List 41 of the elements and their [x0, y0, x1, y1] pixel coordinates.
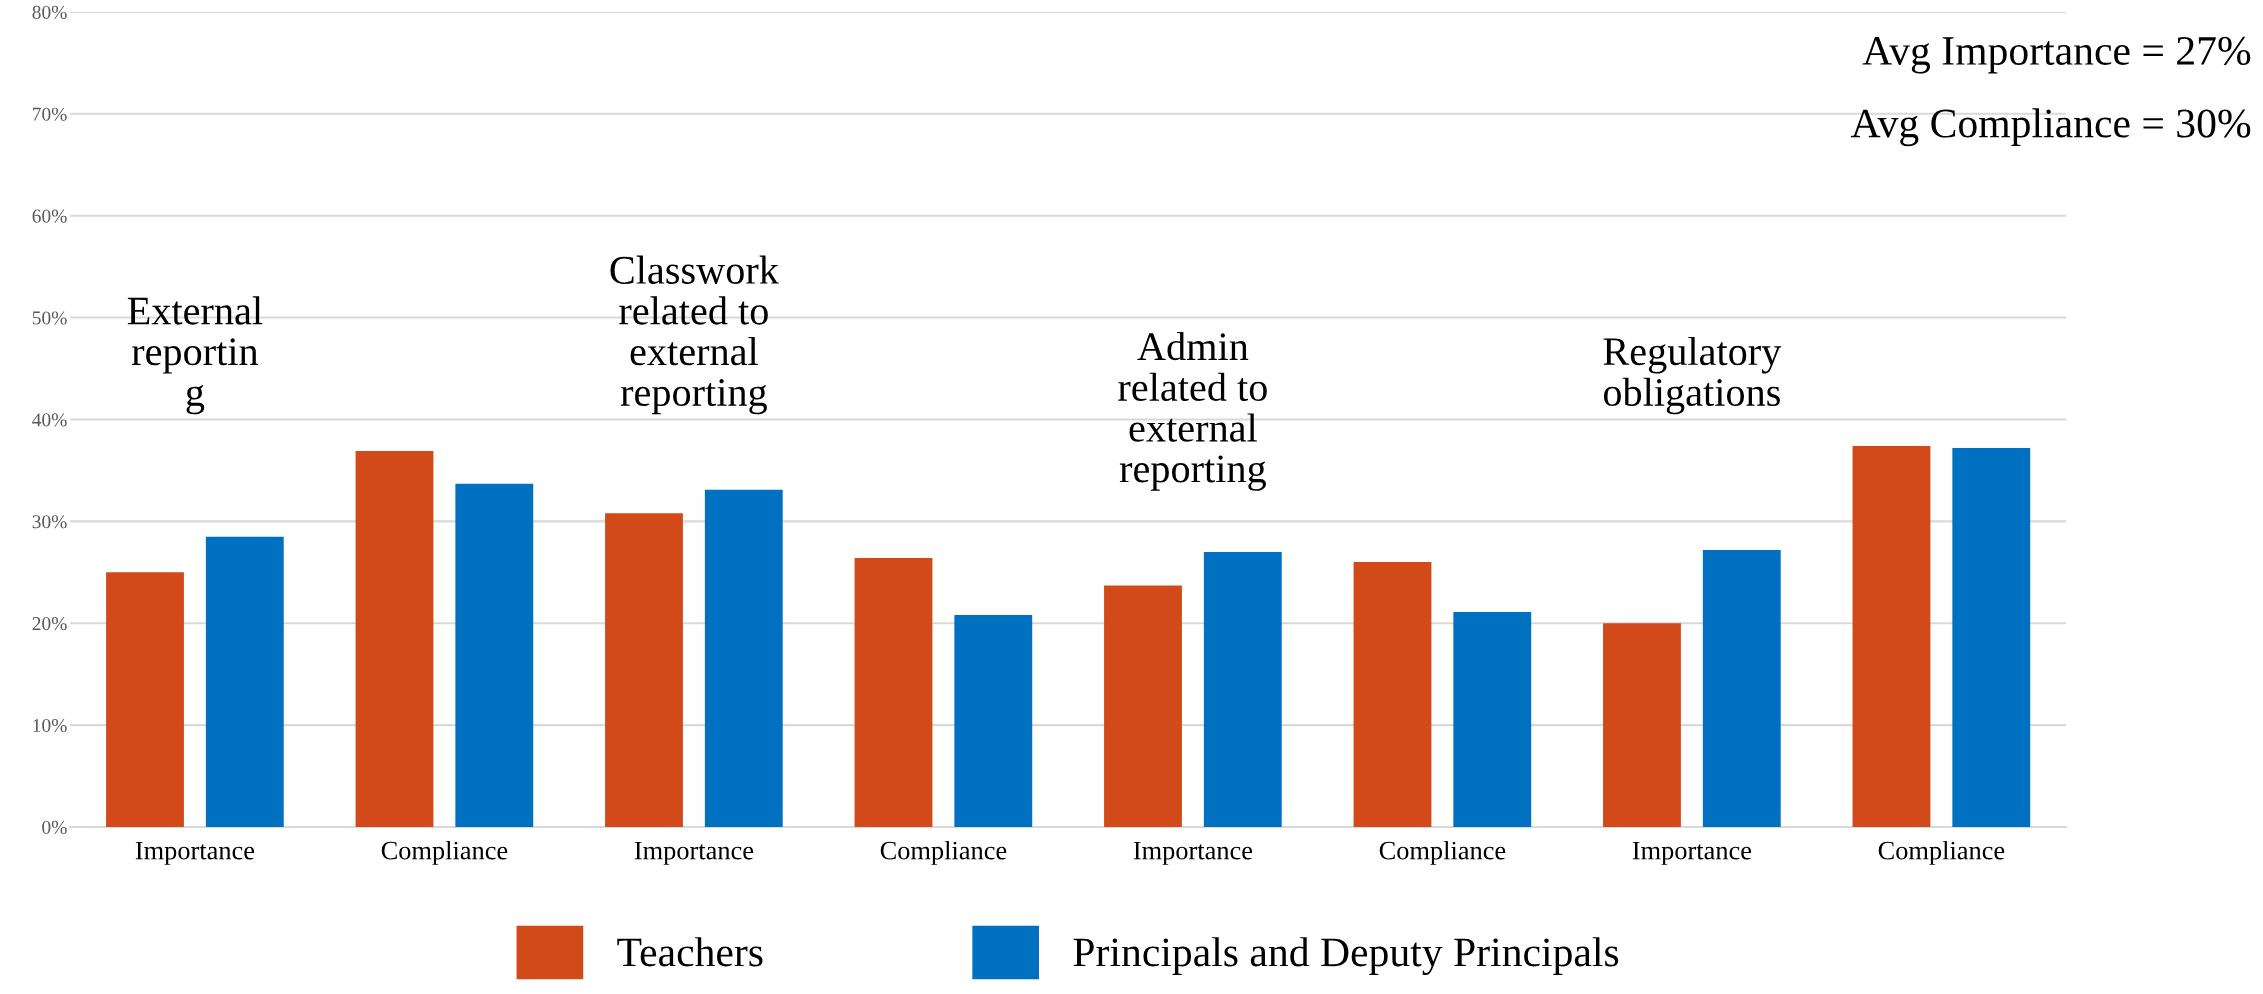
legend-label: Teachers	[617, 937, 763, 967]
y-tick-label: 20%	[32, 617, 67, 631]
x-tick-label: Compliance	[880, 840, 1007, 865]
bar	[1852, 445, 1931, 828]
bar	[704, 489, 783, 828]
x-tick-label: Compliance	[1878, 840, 2005, 865]
bar	[1603, 623, 1681, 828]
annotation: External reportin g	[127, 296, 263, 415]
x-tick-label: Importance	[634, 841, 754, 865]
annotation: Avg Importance = 27%	[1862, 36, 2251, 74]
y-tick-label: 60%	[32, 209, 67, 223]
x-tick-label: Compliance	[381, 840, 508, 865]
y-tick-label: 30%	[32, 515, 67, 529]
bar	[1453, 612, 1532, 828]
bar	[954, 615, 1033, 828]
y-tick-label: 40%	[32, 413, 67, 427]
bar	[605, 513, 683, 828]
y-tick-label: 70%	[33, 107, 67, 121]
y-tick-label: 80%	[32, 5, 67, 19]
annotation: Admin related to external reporting	[1118, 331, 1267, 491]
annotation: Avg Compliance = 30%	[1850, 108, 2251, 147]
bar	[1104, 585, 1182, 828]
bar	[854, 558, 933, 828]
bar	[455, 483, 534, 828]
x-tick-label: Compliance	[1379, 840, 1506, 865]
annotation: Regulatory obligations	[1603, 336, 1782, 415]
bar	[1952, 448, 2031, 828]
bar	[1203, 551, 1282, 828]
x-tick-label: Importance	[1632, 841, 1752, 865]
bar	[1353, 562, 1432, 828]
y-tick-label: 10%	[33, 718, 67, 733]
x-tick-label: Importance	[1133, 841, 1253, 865]
y-tick-label: 50%	[32, 311, 67, 325]
annotation: Classwork related to external reporting	[610, 255, 779, 415]
x-tick-label: Importance	[135, 841, 255, 865]
bar	[355, 451, 434, 828]
bar	[1702, 549, 1781, 828]
bar	[205, 536, 284, 828]
bar	[106, 572, 184, 828]
legend-label: Principals and Deputy Principals	[1073, 937, 1619, 976]
y-tick-label: 0%	[42, 820, 67, 835]
